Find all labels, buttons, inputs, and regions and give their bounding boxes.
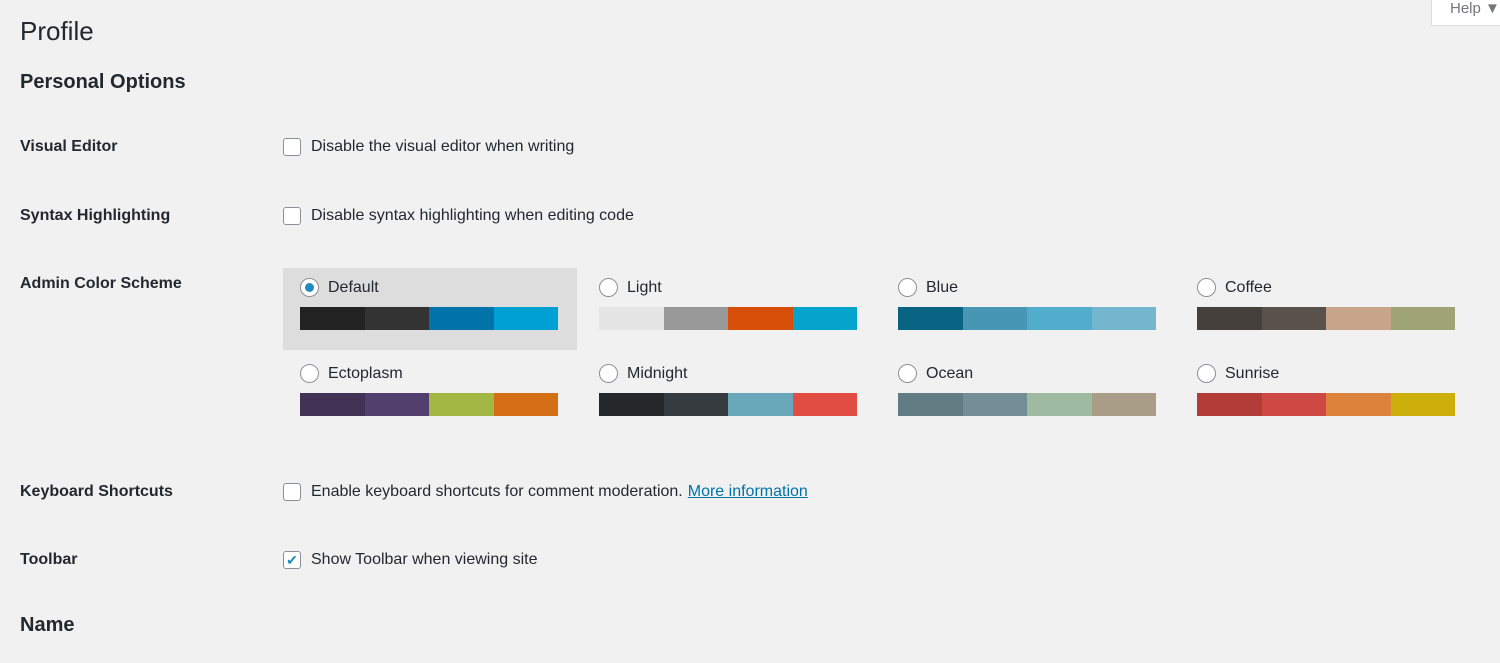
- color-scheme-name: Sunrise: [1225, 364, 1280, 382]
- syntax-highlighting-label: Syntax Highlighting: [20, 207, 171, 224]
- color-swatch: [1197, 307, 1262, 330]
- radio-button[interactable]: [300, 364, 319, 383]
- keyboard-shortcuts-label: Keyboard Shortcuts: [20, 483, 173, 500]
- color-swatches: [898, 307, 1156, 330]
- color-scheme-light[interactable]: Light: [582, 268, 876, 350]
- color-swatch: [364, 307, 429, 330]
- radio-button[interactable]: [898, 364, 917, 383]
- toolbar-checkbox[interactable]: ✔: [283, 551, 301, 569]
- color-swatches: [300, 307, 558, 330]
- color-swatch: [1390, 307, 1455, 330]
- color-swatch: [1027, 393, 1092, 416]
- color-swatch: [728, 393, 793, 416]
- toolbar-option[interactable]: ✔ Show Toolbar when viewing site: [283, 551, 538, 569]
- color-scheme-name: Coffee: [1225, 278, 1272, 296]
- section-heading-personal-options: Personal Options: [20, 71, 186, 93]
- color-swatch: [663, 393, 728, 416]
- color-swatches: [898, 393, 1156, 416]
- color-swatch: [1261, 393, 1326, 416]
- color-swatch: [1261, 307, 1326, 330]
- color-swatches: [300, 393, 558, 416]
- color-swatch: [599, 307, 664, 330]
- help-button[interactable]: Help ▼: [1431, 0, 1500, 26]
- color-swatches: [599, 307, 857, 330]
- syntax-highlighting-option-text: Disable syntax highlighting when editing…: [311, 207, 634, 224]
- color-swatches: [1197, 307, 1455, 330]
- color-swatch: [728, 307, 793, 330]
- color-swatch: [1197, 393, 1262, 416]
- toolbar-option-text: Show Toolbar when viewing site: [311, 551, 538, 568]
- syntax-highlighting-checkbox[interactable]: [283, 207, 301, 225]
- page-title: Profile: [20, 16, 94, 46]
- color-swatch: [962, 307, 1027, 330]
- color-swatch: [429, 393, 494, 416]
- color-swatch: [599, 393, 664, 416]
- color-swatch: [429, 307, 494, 330]
- color-scheme-name: Default: [328, 278, 379, 296]
- keyboard-shortcuts-checkbox[interactable]: [283, 483, 301, 501]
- visual-editor-option[interactable]: Disable the visual editor when writing: [283, 138, 574, 156]
- syntax-highlighting-option[interactable]: Disable syntax highlighting when editing…: [283, 207, 634, 225]
- radio-button[interactable]: [599, 364, 618, 383]
- color-scheme-name: Ocean: [926, 364, 974, 382]
- radio-button[interactable]: [599, 278, 618, 297]
- radio-button[interactable]: [898, 278, 917, 297]
- color-swatches: [599, 393, 857, 416]
- color-swatches: [1197, 393, 1455, 416]
- color-swatch: [493, 307, 558, 330]
- color-swatch: [493, 393, 558, 416]
- color-scheme-name: Blue: [926, 278, 959, 296]
- color-swatch: [1091, 393, 1156, 416]
- color-swatch: [792, 393, 857, 416]
- color-scheme-sunrise[interactable]: Sunrise: [1180, 354, 1474, 436]
- color-swatch: [663, 307, 728, 330]
- radio-button[interactable]: [1197, 278, 1216, 297]
- radio-button[interactable]: [300, 278, 319, 297]
- color-scheme-name: Ectoplasm: [328, 364, 403, 382]
- color-scheme-name: Light: [627, 278, 662, 296]
- visual-editor-label: Visual Editor: [20, 138, 118, 155]
- color-swatch: [1390, 393, 1455, 416]
- color-scheme-default[interactable]: Default: [283, 268, 577, 350]
- color-swatch: [364, 393, 429, 416]
- checkmark-icon: ✔: [286, 551, 298, 568]
- color-swatch: [898, 307, 963, 330]
- radio-button[interactable]: [1197, 364, 1216, 383]
- keyboard-shortcuts-option[interactable]: Enable keyboard shortcuts for comment mo…: [283, 483, 808, 501]
- color-scheme-coffee[interactable]: Coffee: [1180, 268, 1474, 350]
- color-scheme-name: Midnight: [627, 364, 688, 382]
- color-swatch: [300, 307, 365, 330]
- color-swatch: [962, 393, 1027, 416]
- toolbar-label: Toolbar: [20, 551, 78, 568]
- color-scheme-midnight[interactable]: Midnight: [582, 354, 876, 436]
- color-scheme-ectoplasm[interactable]: Ectoplasm: [283, 354, 577, 436]
- admin-color-scheme-label: Admin Color Scheme: [20, 275, 182, 292]
- section-heading-name: Name: [20, 614, 75, 636]
- color-swatch: [1326, 393, 1391, 416]
- keyboard-shortcuts-option-text: Enable keyboard shortcuts for comment mo…: [311, 483, 683, 500]
- visual-editor-checkbox[interactable]: [283, 138, 301, 156]
- radio-selected-dot: [305, 283, 314, 292]
- color-scheme-blue[interactable]: Blue: [881, 268, 1175, 350]
- color-swatch: [1326, 307, 1391, 330]
- color-scheme-ocean[interactable]: Ocean: [881, 354, 1175, 436]
- color-swatch: [792, 307, 857, 330]
- more-information-link[interactable]: More information: [687, 483, 808, 500]
- color-swatch: [300, 393, 365, 416]
- color-swatch: [898, 393, 963, 416]
- visual-editor-option-text: Disable the visual editor when writing: [311, 138, 575, 155]
- color-swatch: [1027, 307, 1092, 330]
- color-swatch: [1091, 307, 1156, 330]
